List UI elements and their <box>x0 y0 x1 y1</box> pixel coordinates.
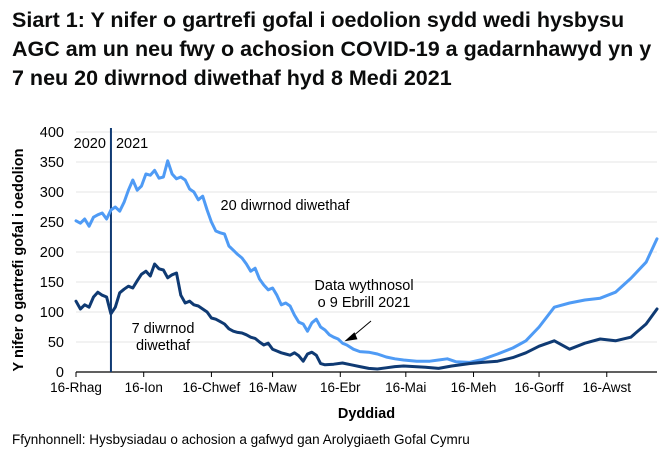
annotation-label: 7 diwrnod <box>132 321 195 337</box>
y-tick-label: 250 <box>40 215 64 231</box>
x-tick-label: 16-Ebr <box>320 380 361 395</box>
x-tick-label: 16-Rhag <box>50 380 102 395</box>
y-tick-label: 200 <box>40 245 64 261</box>
y-axis-title: Y nifer o gartrefi gofal i oedolion <box>11 149 27 372</box>
y-tick-label: 300 <box>40 185 64 201</box>
arrow-head-icon <box>344 332 358 342</box>
x-tick-label: 16-Gorff <box>514 380 564 395</box>
x-tick-label: 16-Chwef <box>183 380 241 395</box>
chart-title: Siart 1: Y nifer o gartrefi gofal i oedo… <box>12 8 652 90</box>
y-tick-label: 350 <box>40 155 64 171</box>
y-tick-label: 50 <box>48 335 64 351</box>
annotation-label: o 9 Ebrill 2021 <box>318 295 411 311</box>
x-tick-label: 16-Maw <box>249 380 297 395</box>
series-line-20-day <box>74 159 659 364</box>
year-label-2021: 2021 <box>116 136 148 152</box>
year-label-2020: 2020 <box>74 136 106 152</box>
x-axis-title: Dyddiad <box>338 406 395 422</box>
x-tick-label: 16-Meh <box>451 380 497 395</box>
annotation-label: Data wythnosol <box>314 278 413 294</box>
y-tick-label: 0 <box>56 365 64 381</box>
x-tick-label: 16-Awst <box>582 380 631 395</box>
source-note: Ffynhonnell: Hysbysiadau o achosion a ga… <box>12 432 470 447</box>
y-tick-label: 150 <box>40 275 64 291</box>
annotation-label: diwethaf <box>136 338 191 354</box>
y-tick-label: 400 <box>40 125 64 141</box>
y-tick-label: 100 <box>40 305 64 321</box>
annotation-label: 20 diwrnod diwethaf <box>221 198 351 214</box>
x-tick-label: 16-Mai <box>385 380 426 395</box>
x-tick-label: 16-Ion <box>125 380 163 395</box>
series-line-7-day <box>74 262 659 371</box>
